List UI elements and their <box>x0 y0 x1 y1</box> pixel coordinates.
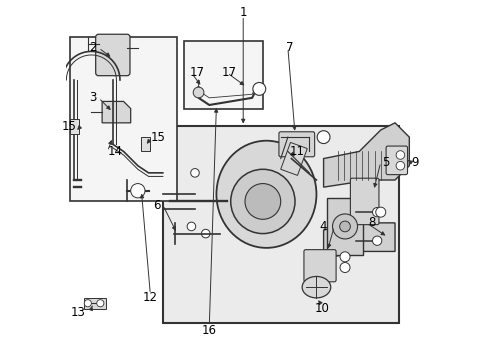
Circle shape <box>372 236 382 246</box>
Circle shape <box>396 161 405 170</box>
Bar <box>142 137 150 152</box>
FancyBboxPatch shape <box>163 126 398 323</box>
Circle shape <box>231 169 295 234</box>
Ellipse shape <box>217 141 317 248</box>
Circle shape <box>191 168 199 177</box>
Circle shape <box>317 131 330 144</box>
Circle shape <box>340 262 350 273</box>
FancyBboxPatch shape <box>304 249 336 282</box>
Circle shape <box>84 300 92 307</box>
Circle shape <box>187 222 196 231</box>
FancyBboxPatch shape <box>279 132 315 157</box>
Text: 14: 14 <box>107 145 122 158</box>
Text: 13: 13 <box>71 306 86 319</box>
Text: 17: 17 <box>222 66 237 79</box>
FancyBboxPatch shape <box>96 34 130 76</box>
Bar <box>84 298 106 309</box>
Text: 1: 1 <box>240 6 247 19</box>
Circle shape <box>131 184 145 198</box>
Polygon shape <box>102 102 131 123</box>
Text: 15: 15 <box>62 120 76 133</box>
Polygon shape <box>323 223 395 258</box>
FancyBboxPatch shape <box>327 198 363 255</box>
Circle shape <box>396 151 405 159</box>
Bar <box>281 143 307 175</box>
Text: 7: 7 <box>286 41 294 54</box>
Circle shape <box>340 252 350 262</box>
Circle shape <box>376 207 386 217</box>
FancyBboxPatch shape <box>386 146 408 175</box>
FancyBboxPatch shape <box>350 178 379 225</box>
Polygon shape <box>323 123 409 187</box>
FancyBboxPatch shape <box>184 41 263 109</box>
Circle shape <box>253 82 266 95</box>
Circle shape <box>372 207 382 217</box>
Circle shape <box>333 214 358 239</box>
Bar <box>70 119 79 134</box>
Circle shape <box>201 229 210 238</box>
Circle shape <box>97 300 104 307</box>
Text: 8: 8 <box>368 216 376 229</box>
Text: 5: 5 <box>383 156 390 168</box>
Text: 2: 2 <box>89 41 97 54</box>
Ellipse shape <box>302 276 331 298</box>
Text: 17: 17 <box>190 66 205 79</box>
Circle shape <box>340 221 350 232</box>
Text: 16: 16 <box>202 324 217 337</box>
Text: 6: 6 <box>153 198 161 212</box>
Text: 3: 3 <box>89 91 97 104</box>
Text: 11: 11 <box>290 145 305 158</box>
Text: 12: 12 <box>143 291 158 305</box>
Text: 10: 10 <box>315 302 329 315</box>
Text: 4: 4 <box>319 220 327 233</box>
FancyBboxPatch shape <box>70 37 177 202</box>
Circle shape <box>193 87 204 98</box>
Text: 15: 15 <box>150 131 165 144</box>
Circle shape <box>245 184 281 219</box>
Text: 9: 9 <box>411 156 418 168</box>
